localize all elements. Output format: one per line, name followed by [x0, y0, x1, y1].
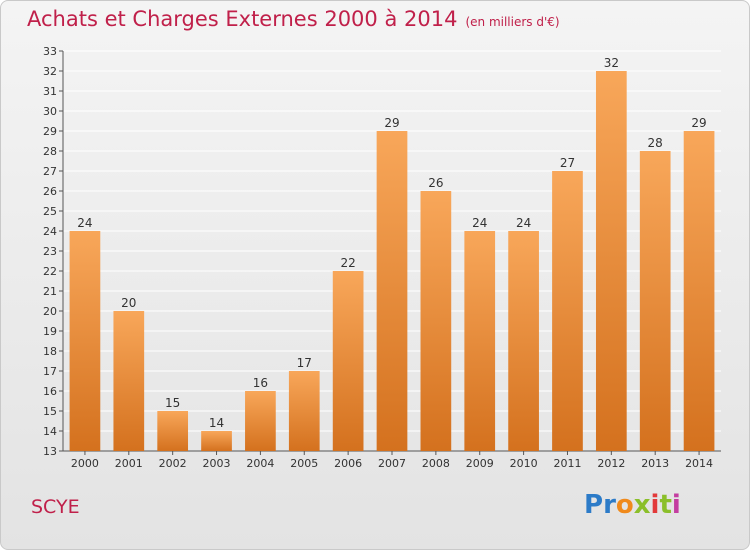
bar	[552, 171, 583, 451]
y-tick-label: 29	[43, 125, 57, 138]
x-tick-label: 2002	[159, 457, 187, 470]
y-tick-label: 28	[43, 145, 57, 158]
bar	[639, 151, 671, 451]
y-tick-label: 33	[43, 45, 57, 58]
bar	[420, 191, 452, 451]
data-label: 32	[604, 56, 619, 70]
data-label: 24	[472, 216, 487, 230]
commune-name: SCYE	[31, 496, 80, 518]
y-tick-label: 26	[43, 185, 57, 198]
x-tick-label: 2003	[203, 457, 231, 470]
y-tick-label: 21	[43, 285, 57, 298]
y-tick-label: 27	[43, 165, 57, 178]
y-tick-label: 30	[43, 105, 57, 118]
bar	[464, 231, 496, 451]
logo-letter: i	[671, 490, 681, 520]
data-label: 15	[165, 396, 180, 410]
y-tick-label: 20	[43, 305, 57, 318]
bar	[508, 231, 539, 451]
y-tick-label: 31	[43, 85, 57, 98]
bars	[69, 71, 715, 451]
logo-letter: x	[633, 490, 651, 520]
x-tick-label: 2006	[334, 457, 362, 470]
x-tick-label: 2008	[422, 457, 450, 470]
x-tick-label: 2009	[466, 457, 494, 470]
y-tick-label: 32	[43, 65, 57, 78]
y-tick-label: 22	[43, 265, 57, 278]
y-tick-label: 18	[43, 345, 57, 358]
y-tick-label: 19	[43, 325, 57, 338]
x-tick-labels: 2000 2001 2002 2003 2004 2005 2006 2007 2008 2009…	[71, 457, 713, 470]
x-tick-label: 2007	[378, 457, 406, 470]
chart-title: Achats et Charges Externes 2000 à 2014 (e…	[27, 7, 560, 31]
bar	[69, 231, 101, 451]
x-tick-label: 2011	[553, 457, 581, 470]
x-tick-label: 2001	[115, 457, 143, 470]
bar	[157, 411, 189, 451]
bar	[376, 131, 408, 451]
bar	[683, 131, 715, 451]
data-label: 27	[560, 156, 575, 170]
data-label: 28	[648, 136, 663, 150]
x-tick-label: 2000	[71, 457, 99, 470]
data-label: 20	[121, 296, 136, 310]
x-tick-label: 2010	[510, 457, 538, 470]
logo-letter: o	[615, 490, 634, 520]
data-label: 14	[209, 416, 224, 430]
y-tick-labels: 13 14 15 16 17 18 19 20 21 22 23 24 25 26 27 28 29 30 31 32…	[43, 45, 57, 458]
data-label: 22	[340, 256, 355, 270]
x-tick-label: 2014	[685, 457, 713, 470]
data-label: 16	[253, 376, 268, 390]
bar	[595, 71, 627, 451]
y-tick-label: 23	[43, 245, 57, 258]
data-label: 24	[77, 216, 92, 230]
y-tick-label: 14	[43, 425, 57, 438]
x-tick-label: 2013	[641, 457, 669, 470]
y-tick-label: 15	[43, 405, 57, 418]
data-labels: 24 20 15 14 16 17 22 29 26 24 24 27 32 28 29	[77, 56, 706, 430]
bar	[113, 311, 145, 451]
x-tick-label: 2004	[246, 457, 274, 470]
data-label: 29	[384, 116, 399, 130]
bar	[332, 271, 364, 451]
bar	[288, 371, 320, 451]
y-tick-label: 24	[43, 225, 57, 238]
x-tick-label: 2012	[597, 457, 625, 470]
chart-subtitle: (en milliers d'€)	[465, 15, 560, 29]
data-label: 29	[691, 116, 706, 130]
logo-letter: t	[659, 490, 672, 520]
proxiti-logo: Proxiti	[584, 490, 681, 520]
logo-letter: i	[650, 490, 660, 520]
y-tick-label: 17	[43, 365, 57, 378]
logo-letter: r	[603, 490, 616, 520]
bar	[245, 391, 276, 451]
y-tick-label: 16	[43, 385, 57, 398]
y-tick-label: 13	[43, 445, 57, 458]
bar	[201, 431, 232, 451]
x-tick-label: 2005	[290, 457, 318, 470]
chart-title-main: Achats et Charges Externes 2000 à 2014	[27, 7, 458, 31]
logo-letter: P	[584, 490, 604, 520]
data-label: 26	[428, 176, 443, 190]
data-label: 17	[297, 356, 312, 370]
data-label: 24	[516, 216, 531, 230]
y-tick-label: 25	[43, 205, 57, 218]
